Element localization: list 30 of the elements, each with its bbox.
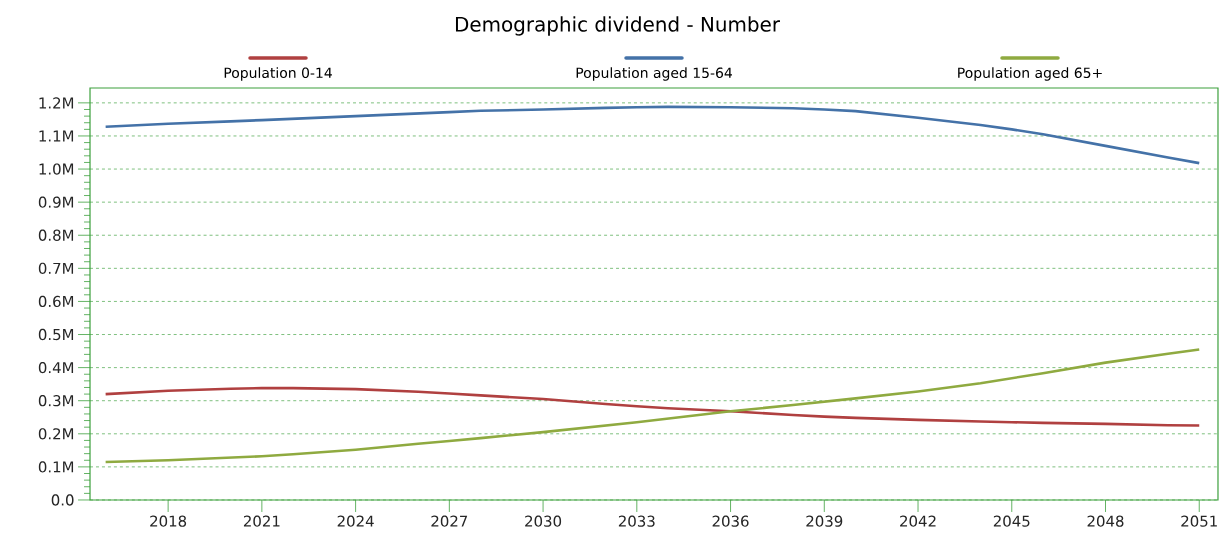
y-tick-label: 0.4M: [38, 361, 74, 374]
y-tick-label: 0.3M: [38, 395, 74, 407]
x-tick-label: 2021: [243, 515, 280, 527]
x-tick-label: 2048: [1087, 515, 1124, 527]
y-tick-label: 0.0: [51, 494, 74, 506]
y-tick-label: 0.1M: [38, 461, 74, 473]
y-tick-label: 0.2M: [38, 428, 74, 440]
x-tick-label: 2027: [431, 515, 468, 527]
legend-label: Population aged 65+: [958, 67, 1102, 81]
x-tick-label: 2042: [900, 515, 936, 527]
x-tick-label: 2033: [618, 515, 655, 527]
y-tick-label: 0.7M: [38, 262, 74, 274]
x-tick-label: 2036: [712, 515, 749, 527]
y-tick-label: 1.2M: [39, 97, 74, 109]
legend-label: Population aged 15-64: [576, 67, 732, 81]
x-tick-label: 2051: [1181, 515, 1217, 527]
x-tick-label: 2039: [806, 515, 843, 527]
x-tick-label: 2018: [150, 515, 187, 527]
legend-label: Population 0-14: [224, 67, 332, 81]
y-tick-label: 0.5M: [38, 328, 74, 341]
y-tick-label: 0.9M: [38, 196, 74, 208]
chart-title: Demographic dividend - Number: [455, 16, 781, 36]
y-tick-label: 1.0M: [39, 163, 74, 175]
y-tick-label: 1.1M: [39, 130, 74, 142]
line-series: [104, 386, 1201, 427]
x-tick-label: 2024: [337, 515, 374, 527]
y-tick-label: 0.6M: [38, 295, 74, 308]
y-tick-label: 0.8M: [38, 229, 74, 241]
x-tick-label: 2030: [525, 515, 562, 527]
x-tick-label: 2045: [993, 515, 1030, 527]
